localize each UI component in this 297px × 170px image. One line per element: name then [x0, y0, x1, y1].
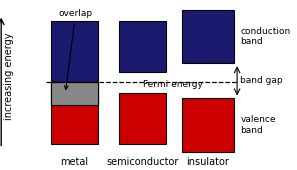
Text: increasing energy: increasing energy	[4, 33, 14, 120]
Text: overlap: overlap	[59, 9, 93, 89]
Bar	[51, 82, 98, 143]
Text: band gap: band gap	[241, 76, 283, 85]
Bar	[51, 21, 98, 105]
Bar	[182, 10, 234, 63]
Bar	[182, 98, 234, 152]
Text: conduction
band: conduction band	[241, 27, 291, 46]
Text: Fermi energy: Fermi energy	[143, 80, 203, 89]
Bar	[51, 82, 98, 105]
Text: semiconductor: semiconductor	[106, 157, 178, 167]
Text: insulator: insulator	[187, 157, 229, 167]
Bar	[119, 21, 166, 72]
Text: valence
band: valence band	[241, 115, 276, 135]
Text: metal: metal	[60, 157, 89, 167]
Bar	[119, 93, 166, 143]
